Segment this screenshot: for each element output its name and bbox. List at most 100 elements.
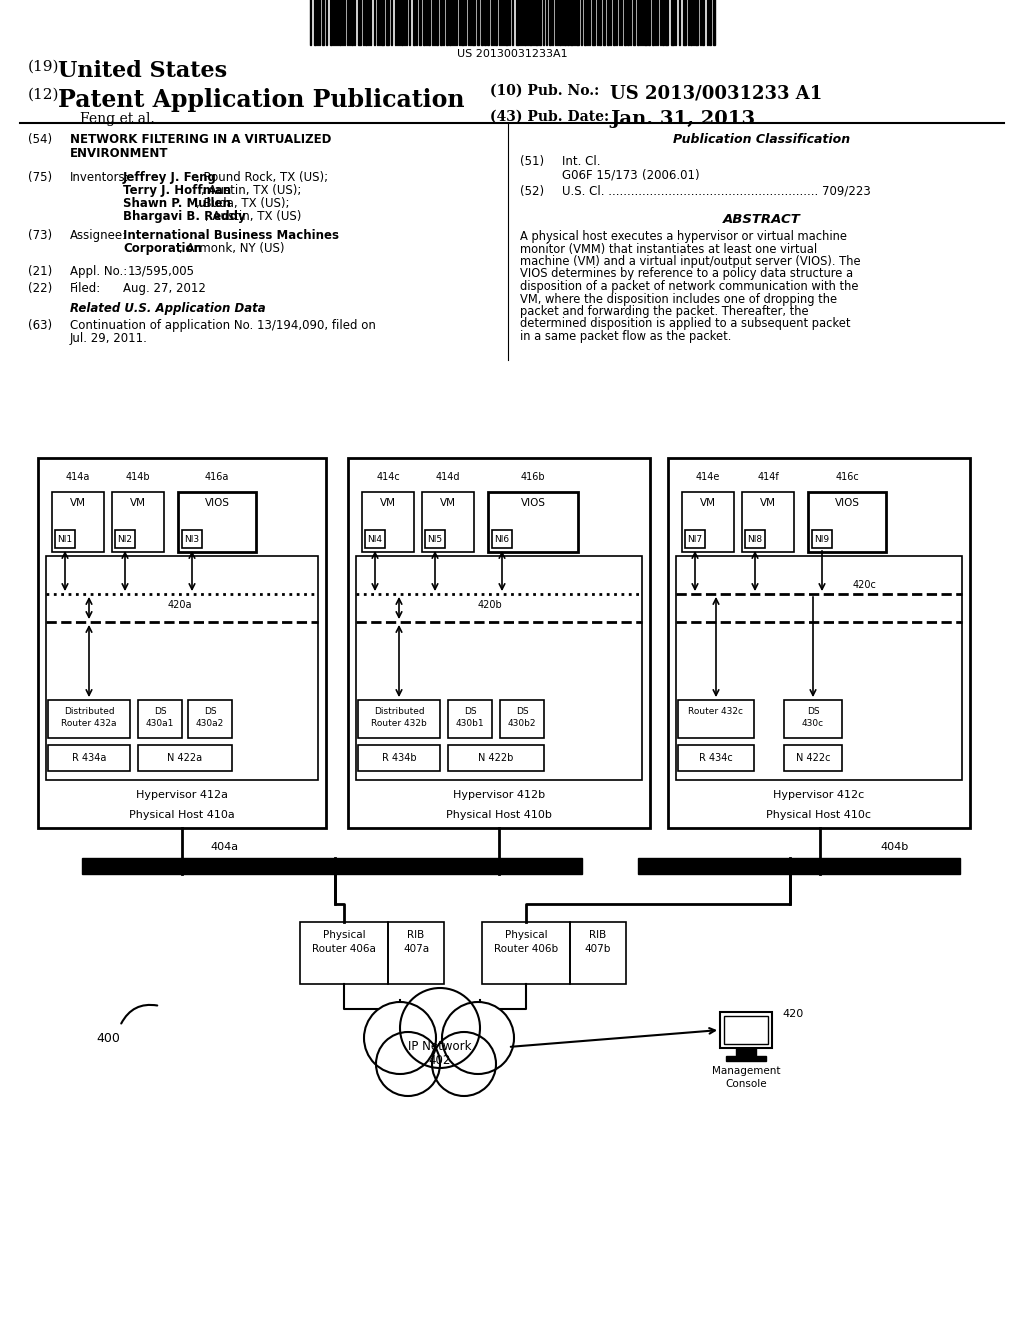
- Text: Management: Management: [712, 1067, 780, 1076]
- Text: 414e: 414e: [696, 473, 720, 482]
- Text: 414a: 414a: [66, 473, 90, 482]
- Text: NI5: NI5: [427, 535, 442, 544]
- Bar: [668, 458, 970, 828]
- Bar: [745, 531, 765, 548]
- Bar: [48, 744, 130, 771]
- Text: 400: 400: [96, 1032, 120, 1045]
- Text: Physical: Physical: [323, 931, 366, 940]
- Text: Physical Host 410c: Physical Host 410c: [767, 810, 871, 820]
- Text: R 434b: R 434b: [382, 752, 417, 763]
- Bar: [584, 0, 586, 45]
- Text: 416b: 416b: [520, 473, 546, 482]
- Bar: [784, 744, 842, 771]
- Text: R 434a: R 434a: [72, 752, 106, 763]
- Bar: [330, 0, 332, 45]
- Bar: [461, 0, 464, 45]
- Bar: [784, 700, 842, 738]
- Bar: [720, 1012, 772, 1048]
- Bar: [358, 0, 361, 45]
- Bar: [682, 492, 734, 552]
- Text: Hypervisor 412a: Hypervisor 412a: [136, 789, 228, 800]
- Bar: [358, 744, 440, 771]
- Text: Shawn P. Mullen: Shawn P. Mullen: [123, 197, 230, 210]
- Bar: [564, 0, 566, 45]
- Text: monitor (VMM) that instantiates at least one virtual: monitor (VMM) that instantiates at least…: [520, 243, 817, 256]
- Bar: [487, 0, 489, 45]
- Text: VM, where the disposition includes one of dropping the: VM, where the disposition includes one o…: [520, 293, 838, 305]
- Bar: [495, 0, 497, 45]
- Text: , Armonk, NY (US): , Armonk, NY (US): [179, 242, 285, 255]
- Text: (43) Pub. Date:: (43) Pub. Date:: [490, 110, 609, 124]
- Bar: [188, 700, 232, 738]
- Text: NI6: NI6: [495, 535, 510, 544]
- Text: VM: VM: [380, 498, 396, 508]
- Bar: [358, 700, 440, 738]
- Bar: [676, 556, 962, 780]
- Text: (75): (75): [28, 172, 52, 183]
- Bar: [362, 492, 414, 552]
- Text: determined disposition is applied to a subsequent packet: determined disposition is applied to a s…: [520, 318, 851, 330]
- Text: NI3: NI3: [184, 535, 200, 544]
- Text: Router 432c: Router 432c: [688, 708, 743, 715]
- Text: Continuation of application No. 13/194,090, filed on: Continuation of application No. 13/194,0…: [70, 319, 376, 333]
- Text: Console: Console: [725, 1078, 767, 1089]
- Text: NI7: NI7: [687, 535, 702, 544]
- Text: DS: DS: [516, 708, 528, 715]
- Bar: [652, 0, 654, 45]
- Circle shape: [432, 1032, 496, 1096]
- Bar: [516, 0, 519, 45]
- Text: Jul. 29, 2011.: Jul. 29, 2011.: [70, 333, 147, 345]
- Text: Distributed: Distributed: [374, 708, 424, 715]
- Text: VIOS: VIOS: [520, 498, 546, 508]
- Text: Jeffrey J. Feng: Jeffrey J. Feng: [123, 172, 217, 183]
- Text: 414d: 414d: [436, 473, 460, 482]
- Bar: [178, 492, 256, 552]
- Circle shape: [364, 1002, 436, 1074]
- Text: RIB: RIB: [590, 931, 606, 940]
- Text: Assignee:: Assignee:: [70, 228, 127, 242]
- Bar: [381, 0, 384, 45]
- Text: VM: VM: [440, 498, 456, 508]
- Bar: [55, 531, 75, 548]
- Bar: [678, 744, 754, 771]
- Bar: [808, 492, 886, 552]
- Text: Related U.S. Application Data: Related U.S. Application Data: [70, 302, 265, 315]
- Bar: [440, 0, 442, 45]
- Text: Bhargavi B. Reddy: Bhargavi B. Reddy: [123, 210, 246, 223]
- Bar: [599, 0, 601, 45]
- Bar: [613, 0, 615, 45]
- Text: (19): (19): [28, 59, 59, 74]
- Bar: [742, 492, 794, 552]
- Bar: [607, 0, 609, 45]
- Text: VIOS determines by reference to a policy data structure a: VIOS determines by reference to a policy…: [520, 268, 853, 281]
- Bar: [482, 921, 570, 983]
- Bar: [356, 556, 642, 780]
- Text: NI1: NI1: [57, 535, 73, 544]
- Text: Corporation: Corporation: [123, 242, 202, 255]
- Text: 402: 402: [429, 1053, 452, 1067]
- Text: International Business Machines: International Business Machines: [123, 228, 339, 242]
- Text: 430b2: 430b2: [508, 719, 537, 729]
- Text: A physical host executes a hypervisor or virtual machine: A physical host executes a hypervisor or…: [520, 230, 847, 243]
- Bar: [115, 531, 135, 548]
- Bar: [492, 531, 512, 548]
- Bar: [365, 0, 367, 45]
- Bar: [446, 0, 449, 45]
- Bar: [322, 0, 324, 45]
- Text: N 422c: N 422c: [796, 752, 830, 763]
- Text: 407a: 407a: [402, 944, 429, 954]
- Bar: [627, 0, 629, 45]
- Text: 416a: 416a: [205, 473, 229, 482]
- Circle shape: [400, 987, 480, 1068]
- Bar: [449, 700, 492, 738]
- Text: (2006.01): (2006.01): [642, 169, 699, 182]
- Text: NI9: NI9: [814, 535, 829, 544]
- Text: NI8: NI8: [748, 535, 763, 544]
- Bar: [505, 0, 508, 45]
- Text: U.S. Cl. ........................................................ 709/223: U.S. Cl. ...............................…: [562, 185, 870, 198]
- Text: N 422a: N 422a: [168, 752, 203, 763]
- Text: Router 432b: Router 432b: [371, 719, 427, 729]
- Bar: [48, 700, 130, 738]
- Bar: [488, 492, 578, 552]
- Bar: [82, 858, 582, 874]
